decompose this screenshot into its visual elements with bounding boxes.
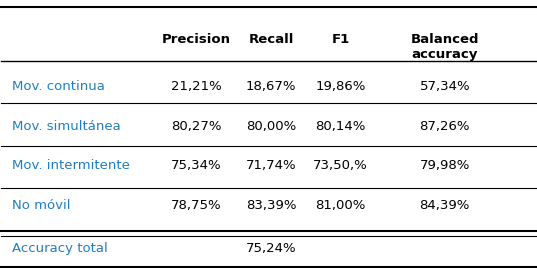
- Text: 57,34%: 57,34%: [419, 80, 470, 93]
- Text: Mov. continua: Mov. continua: [12, 80, 105, 93]
- Text: 19,86%: 19,86%: [315, 80, 366, 93]
- Text: Mov. intermitente: Mov. intermitente: [12, 159, 130, 172]
- Text: 71,74%: 71,74%: [246, 159, 296, 172]
- Text: 75,24%: 75,24%: [246, 241, 296, 255]
- Text: 80,00%: 80,00%: [246, 120, 296, 133]
- Text: 75,34%: 75,34%: [171, 159, 222, 172]
- Text: 80,27%: 80,27%: [171, 120, 222, 133]
- Text: Balanced
accuracy: Balanced accuracy: [411, 33, 479, 61]
- Text: 79,98%: 79,98%: [419, 159, 470, 172]
- Text: No móvil: No móvil: [12, 199, 70, 212]
- Text: F1: F1: [331, 33, 350, 46]
- Text: Mov. simultánea: Mov. simultánea: [12, 120, 121, 133]
- Text: 78,75%: 78,75%: [171, 199, 222, 212]
- Text: 83,39%: 83,39%: [246, 199, 296, 212]
- Text: 81,00%: 81,00%: [315, 199, 366, 212]
- Text: Recall: Recall: [249, 33, 294, 46]
- Text: 21,21%: 21,21%: [171, 80, 222, 93]
- Text: 73,50,%: 73,50,%: [313, 159, 368, 172]
- Text: Precision: Precision: [162, 33, 231, 46]
- Text: 18,67%: 18,67%: [246, 80, 296, 93]
- Text: 87,26%: 87,26%: [419, 120, 470, 133]
- Text: Accuracy total: Accuracy total: [12, 241, 108, 255]
- Text: 84,39%: 84,39%: [419, 199, 470, 212]
- Text: 80,14%: 80,14%: [315, 120, 366, 133]
